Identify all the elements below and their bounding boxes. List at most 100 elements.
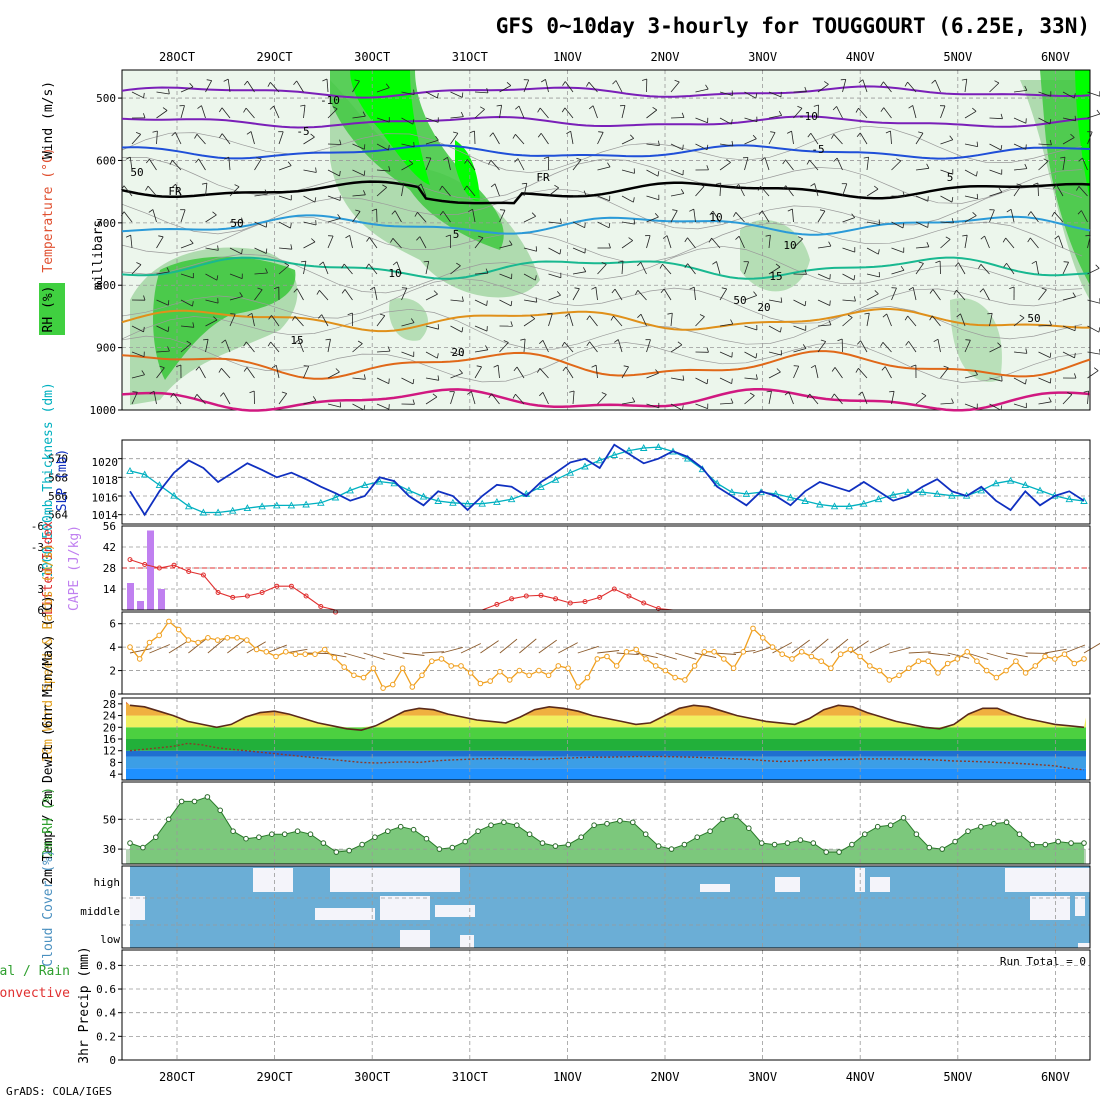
slp-point [243, 504, 252, 512]
wind-barb-flag [962, 234, 968, 237]
wind-barb-flag [543, 156, 549, 159]
wind-barb-flag [390, 238, 394, 243]
wind-barb [842, 273, 855, 281]
wind-barb [1062, 325, 1076, 332]
y-tick-label: 4 [109, 768, 116, 781]
rh-point [488, 822, 494, 829]
wind-barb [572, 288, 580, 301]
wind-barb-flag [170, 393, 174, 398]
wind-barb [907, 81, 917, 93]
cloud-patch [360, 868, 460, 892]
cape-tick-label: 42 [103, 541, 116, 554]
wind-barb-flag [1072, 292, 1076, 298]
rh-shading [153, 256, 296, 380]
wind-barb [499, 299, 512, 307]
wind-barb-flag [780, 297, 783, 303]
wind-speed-point [740, 649, 747, 655]
wind-barb-flag [224, 156, 229, 160]
wind-barb-flag [379, 313, 385, 316]
wind-barb [719, 182, 722, 197]
rh-point [952, 838, 958, 845]
wind-barb-flag [201, 182, 207, 185]
lifted-index-point [538, 592, 544, 598]
isotherm-label: 10 [783, 239, 796, 252]
wind-barb [768, 371, 781, 379]
rh-point [823, 849, 830, 855]
wind-speed-point [166, 618, 172, 625]
wind-barb-flag [469, 130, 475, 134]
wind-barb [460, 643, 481, 654]
cloud-level-label: high [94, 876, 121, 889]
wind-barb-flag [195, 366, 200, 371]
wind-barb [156, 130, 158, 145]
wind-barb [245, 107, 255, 119]
wind-speed-point [682, 677, 688, 683]
wind-barb [327, 339, 331, 353]
rh-shading [350, 70, 430, 185]
wind-speed-point [360, 674, 367, 681]
wind-barb [205, 319, 218, 327]
wind-barb-flag [806, 393, 811, 399]
wind-barb [425, 117, 439, 123]
wind-speed-point [555, 663, 562, 669]
wind-speed-point [283, 649, 289, 655]
wind-barb [675, 652, 697, 660]
wind-barb-flag [726, 159, 731, 163]
bottom-date-label: 31OCT [452, 1070, 488, 1084]
wind-speed-point [779, 651, 786, 658]
wind-barb [474, 109, 485, 119]
wind-barb [174, 132, 182, 145]
wind-barb-flag [369, 286, 375, 291]
wind-barb [670, 377, 684, 381]
wind-barb [515, 393, 525, 405]
wind-barb [793, 238, 803, 249]
wind-barb-flag [148, 209, 154, 213]
wind-barb [450, 325, 463, 333]
isotherm-label: -10 [320, 94, 340, 107]
wind-barb [180, 105, 185, 119]
slp-point [346, 486, 354, 494]
slp-point [566, 468, 575, 476]
wind-barb-flag [287, 161, 292, 166]
wind-barb [564, 107, 574, 119]
lifted-index-point [288, 583, 294, 589]
rh-point [733, 813, 739, 820]
wind-barb [891, 269, 905, 275]
wind-speed-point [613, 663, 620, 669]
wind-barb [1087, 113, 1100, 119]
wind-barb [964, 374, 978, 379]
lifted-index-point [274, 583, 280, 589]
rh-point [153, 834, 159, 841]
wind-speed-point [906, 665, 912, 672]
wind-barb [221, 368, 231, 379]
wind-barb [303, 136, 315, 145]
wind-barb [156, 367, 165, 379]
wind-barb-flag [617, 260, 624, 263]
wind-barb [719, 162, 731, 171]
wind-barb-flag [896, 158, 901, 162]
wind-barb-flag [885, 130, 891, 134]
wind-barb-flag [659, 263, 663, 269]
wind-barb [646, 235, 651, 249]
wind-barb-flag [311, 238, 316, 243]
wind-barb [278, 165, 292, 171]
wind-barb [401, 91, 415, 95]
wind-barb [327, 169, 340, 177]
wind-barb [376, 403, 390, 410]
wind-barb [467, 159, 476, 171]
wind-speed-point [536, 667, 542, 674]
wind-barb-flag [218, 368, 222, 373]
wind-barb [205, 183, 208, 197]
wind-barb [793, 299, 806, 307]
wind-barb [491, 393, 500, 405]
wind-barb-flag [284, 262, 290, 266]
wind-speed-point [253, 646, 260, 653]
wind-barb-flag [171, 132, 176, 137]
lifted-index-point [611, 586, 617, 592]
wind-barb-flag [249, 390, 255, 394]
wind-barb-flag [319, 261, 324, 266]
wind-barb-flag [908, 105, 913, 109]
wind-barb [1062, 91, 1075, 99]
wind-barb-flag [194, 394, 198, 399]
y-tick-label: 800 [96, 279, 116, 292]
